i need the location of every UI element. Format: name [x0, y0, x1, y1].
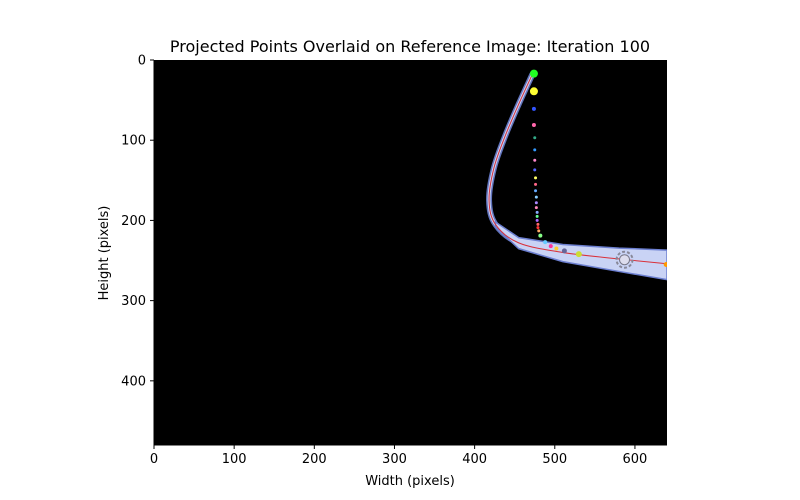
- y-tick-label: 400: [121, 374, 146, 389]
- projected-point: [536, 222, 540, 226]
- projected-point: [535, 214, 539, 218]
- projected-point: [533, 136, 537, 140]
- projected-point: [529, 87, 538, 96]
- projected-point: [534, 206, 538, 210]
- projected-point: [531, 106, 536, 111]
- projected-point: [534, 195, 538, 199]
- projected-point: [537, 229, 541, 233]
- projected-point: [533, 168, 537, 172]
- projected-point: [663, 262, 667, 268]
- axes: 0 100 200 300 400 500 600 0 100 200 300 400: [121, 54, 667, 467]
- projected-point: [543, 240, 548, 245]
- projected-point: [529, 69, 538, 78]
- projected-point: [533, 158, 537, 162]
- projected-point: [554, 246, 559, 251]
- x-tick-label: 400: [462, 452, 487, 467]
- projected-point: [533, 148, 537, 152]
- projected-point: [531, 122, 536, 127]
- projected-point: [534, 182, 538, 186]
- projected-point: [536, 226, 540, 230]
- projected-point: [561, 248, 567, 254]
- y-tick-label: 0: [138, 54, 146, 69]
- y-axis-label: Height (pixels): [97, 206, 112, 301]
- projected-point: [538, 233, 543, 238]
- x-tick-label: 0: [150, 452, 158, 467]
- projected-point: [534, 201, 538, 205]
- projected-point: [548, 244, 553, 249]
- x-tick-label: 200: [302, 452, 327, 467]
- projected-point: [535, 218, 539, 222]
- plot-layer: [486, 69, 667, 281]
- x-tick-label: 100: [222, 452, 247, 467]
- projected-point-ring: [615, 250, 634, 269]
- x-axis-label: Width (pixels): [365, 474, 455, 489]
- x-tick-label: 500: [542, 452, 567, 467]
- projected-point: [619, 254, 631, 266]
- x-tick-label: 300: [382, 452, 407, 467]
- projected-point: [534, 176, 538, 180]
- y-tick-label: 200: [121, 214, 146, 229]
- chart-title: Projected Points Overlaid on Reference I…: [170, 37, 650, 56]
- projected-point: [535, 210, 539, 214]
- projected-point: [534, 189, 538, 193]
- projected-point: [575, 251, 582, 258]
- x-tick-label: 600: [623, 452, 648, 467]
- y-tick-label: 300: [121, 294, 146, 309]
- projected-curve: [488, 74, 667, 265]
- y-tick-label: 100: [121, 134, 146, 149]
- reference-tube-body: [494, 220, 667, 281]
